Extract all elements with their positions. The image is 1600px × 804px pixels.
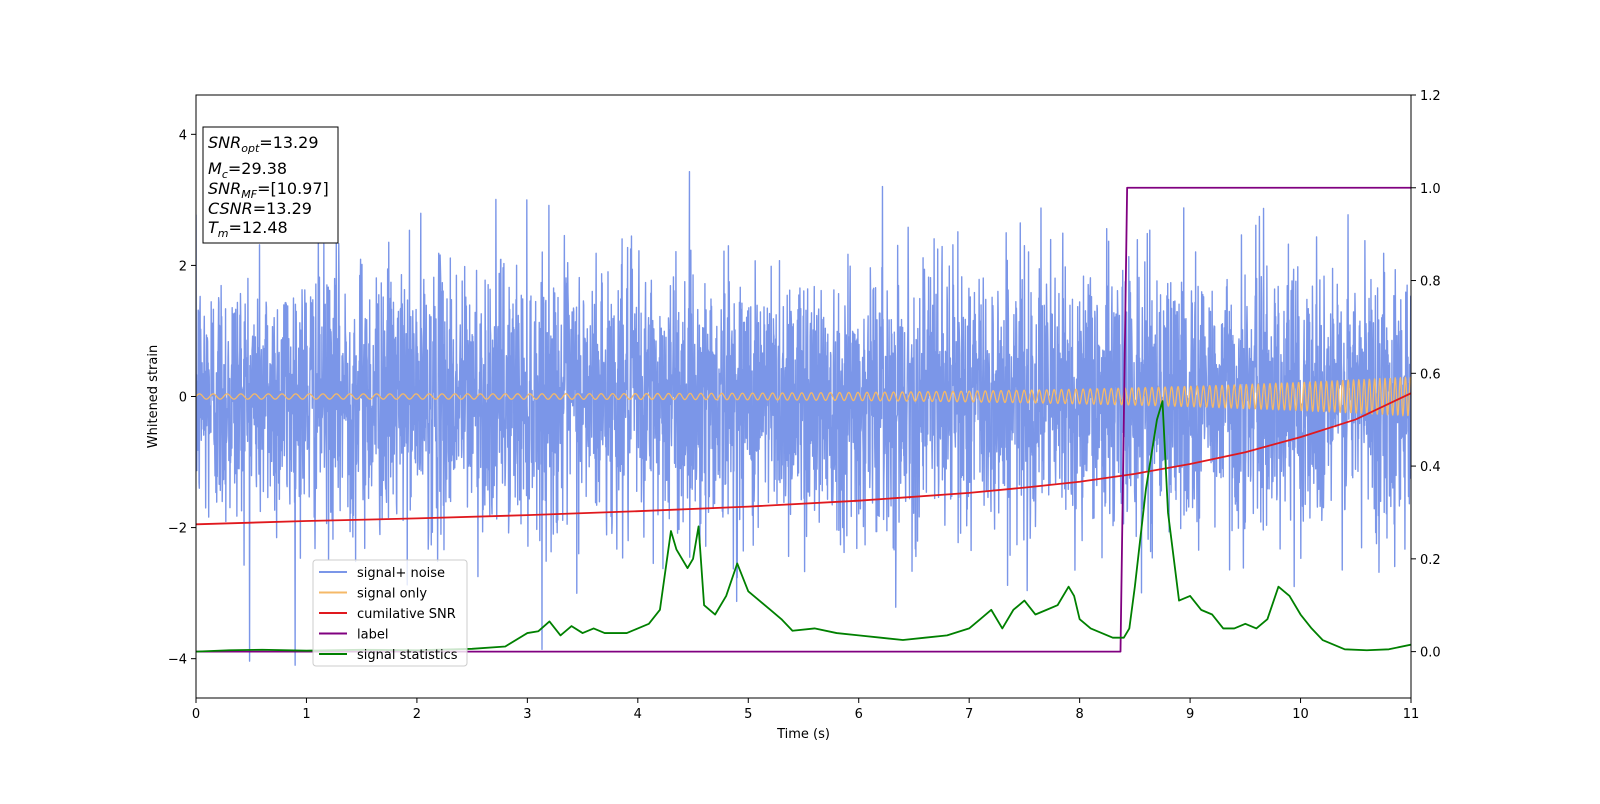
y-left-tick-label: −2 [168, 522, 187, 537]
series-line-1 [196, 376, 1411, 417]
y-right-tick-label: 1.0 [1420, 182, 1441, 197]
legend-label: signal+ noise [357, 566, 445, 581]
annotation-line: Tm=12.48 [208, 218, 288, 240]
stats-annotation: SNRopt=13.29 Mc=29.38SNRMF=[10.97]CSNR=13… [202, 126, 339, 244]
annotation-line: SNRopt=13.29 [208, 133, 319, 155]
y-left-tick-label: 0 [179, 391, 187, 406]
y-right-tick-label: 1.2 [1420, 89, 1441, 104]
annotation-line: CSNR=13.29 [208, 199, 312, 218]
y-right-tick-label: 0.0 [1420, 646, 1441, 661]
legend: signal+ noise signal only cumilative SNR la… [312, 559, 468, 667]
y-left-tick-label: −4 [168, 653, 187, 668]
y-right-tick-label: 0.2 [1420, 553, 1441, 568]
y-left-tick-label: 4 [179, 128, 187, 143]
x-tick-label: 5 [744, 707, 752, 722]
x-axis-label: Time (s) [776, 727, 830, 742]
legend-label: signal only [357, 587, 427, 602]
annotation-line: Mc=29.38 [208, 159, 287, 181]
legend-box [312, 559, 468, 667]
x-tick-label: 7 [965, 707, 973, 722]
series-line-3 [196, 186, 1411, 653]
x-tick-label: 1 [302, 707, 310, 722]
y-left-tick-label: 2 [179, 259, 187, 274]
y-right-tick-label: 0.8 [1420, 275, 1441, 290]
y-right-tick-label: 0.4 [1420, 460, 1441, 475]
series-line-2 [196, 392, 1411, 526]
x-tick-label: 2 [413, 707, 421, 722]
x-tick-label: 6 [855, 707, 863, 722]
x-tick-label: 4 [634, 707, 642, 722]
y-right-tick-label: 0.6 [1420, 367, 1441, 382]
legend-label: cumilative SNR [357, 607, 456, 622]
axes: 0 1 2 3 4 5 6 7 8 9 10 11 −4 −2 0 2 4 0.0 0.2 0.4 0.6 0.8 1.0 1… [146, 89, 1441, 742]
x-tick-label: 9 [1186, 707, 1194, 722]
legend-label: label [357, 628, 388, 643]
plot-area [196, 170, 1411, 666]
x-tick-label: 0 [192, 707, 200, 722]
series-line-4 [196, 400, 1411, 653]
x-tick-label: 8 [1075, 707, 1083, 722]
x-tick-label: 11 [1403, 707, 1420, 722]
x-tick-label: 3 [523, 707, 531, 722]
x-tick-label: 10 [1292, 707, 1309, 722]
legend-label: signal statistics [357, 648, 458, 663]
annotation-box [202, 126, 339, 244]
annotation-line: SNRMF=[10.97] [208, 179, 329, 201]
y-axis-label: Whitened strain [146, 345, 161, 448]
